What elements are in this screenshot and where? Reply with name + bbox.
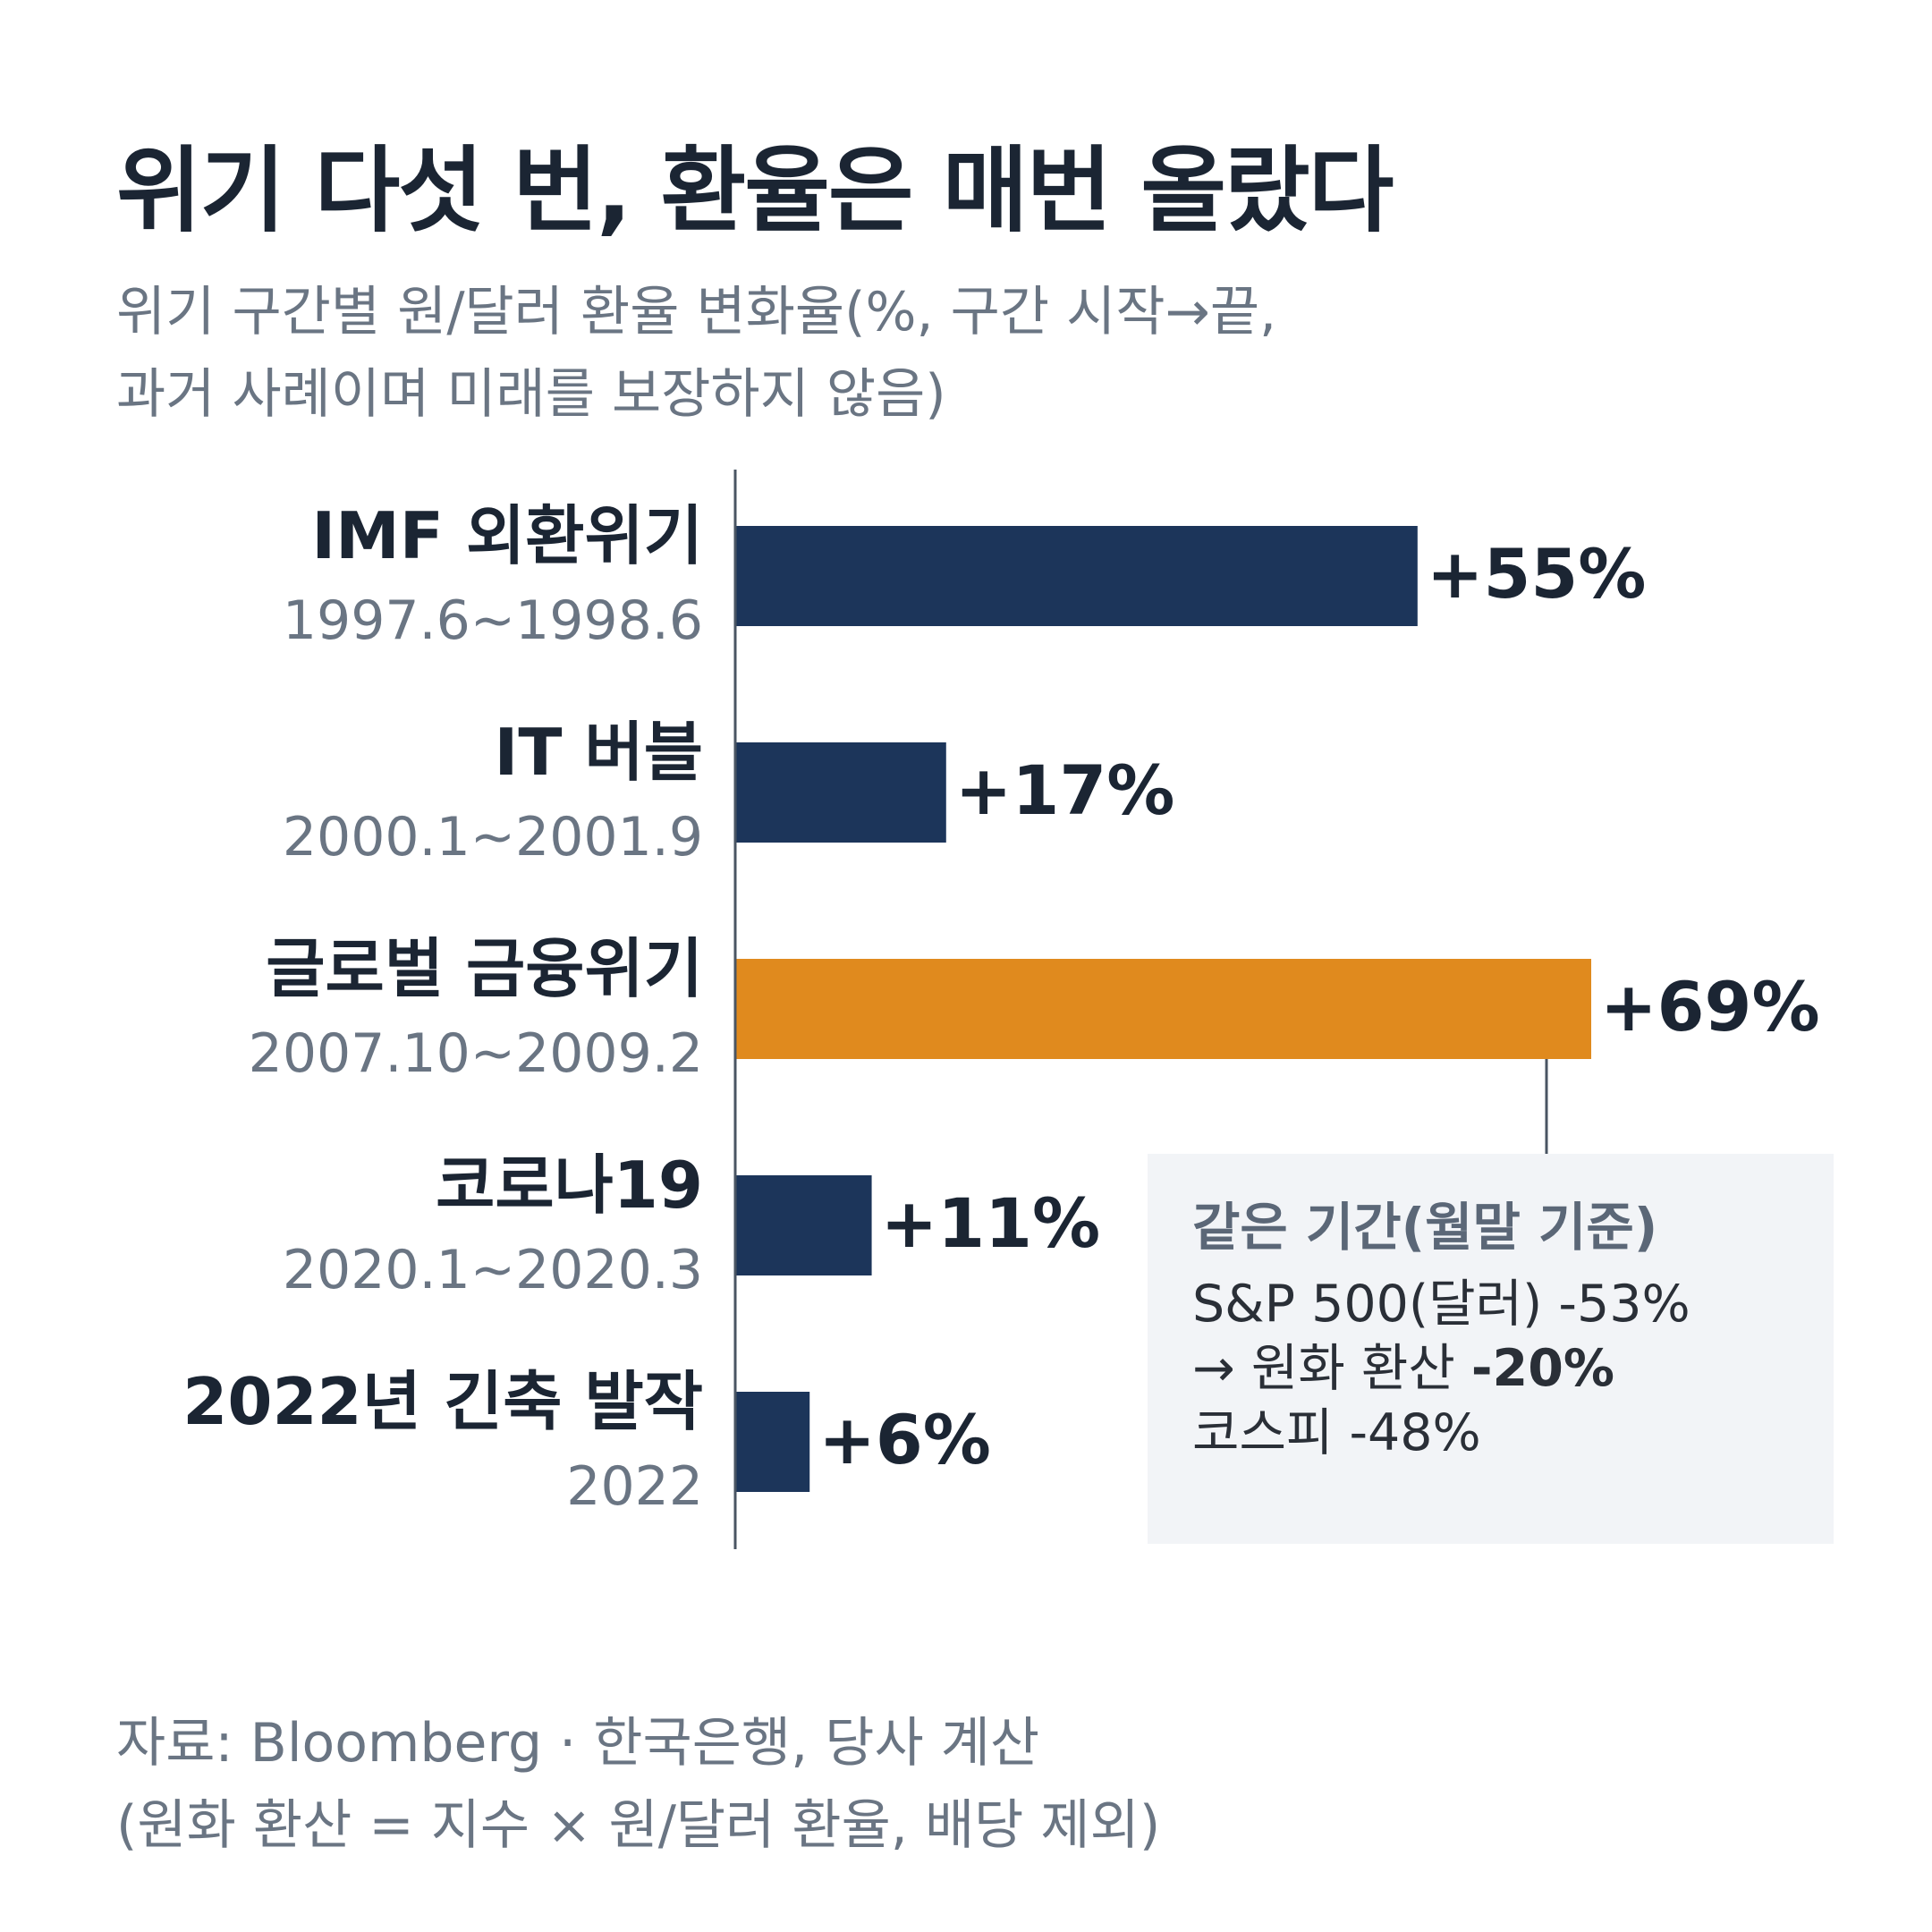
callout-title: 같은 기간(월말 기준) bbox=[1192, 1197, 1658, 1258]
bar-value-label: +69% bbox=[1600, 967, 1820, 1046]
period-label: 2007.10~2009.2 bbox=[249, 1022, 703, 1085]
period-label: 2022 bbox=[566, 1455, 703, 1518]
source-note-line-1: 자료: Bloomberg · 한국은행, 당사 계산 bbox=[116, 1712, 1040, 1775]
callout-krw-prefix: → 원화 환산 bbox=[1192, 1339, 1471, 1398]
category-label: IMF 외환위기 bbox=[311, 498, 703, 573]
bar-value-label: +6% bbox=[818, 1400, 991, 1479]
callout-krw-value: -20% bbox=[1470, 1339, 1614, 1398]
comparison-callout: 같은 기간(월말 기준) S&P 500(달러) -53% → 원화 환산 -2… bbox=[1148, 1154, 1834, 1544]
bar bbox=[735, 1175, 872, 1275]
bar bbox=[735, 742, 946, 843]
chart-subtitle-line-1: 위기 구간별 원/달러 환율 변화율(%, 구간 시작→끝, bbox=[116, 281, 1277, 343]
category-label: 코로나19 bbox=[436, 1148, 703, 1223]
callout-sp500-line: S&P 500(달러) -53% bbox=[1192, 1275, 1690, 1334]
chart-subtitle-line-2: 과거 사례이며 미래를 보장하지 않음) bbox=[116, 363, 946, 426]
bar-value-label: +11% bbox=[881, 1183, 1101, 1263]
callout-kospi-line: 코스피 -48% bbox=[1192, 1403, 1481, 1462]
category-label: 2022년 긴축 발작 bbox=[182, 1364, 703, 1439]
bar bbox=[735, 959, 1591, 1059]
bar-value-label: +55% bbox=[1427, 534, 1647, 614]
source-note-line-2: (원화 환산 = 지수 × 원/달러 환율, 배당 제외) bbox=[116, 1794, 1161, 1857]
category-label: IT 버블 bbox=[495, 715, 703, 790]
period-label: 2020.1~2020.3 bbox=[283, 1239, 703, 1301]
chart-title: 위기 다섯 번, 환율은 매번 올랐다 bbox=[116, 136, 1394, 245]
bar-value-label: +17% bbox=[955, 750, 1175, 830]
period-label: 1997.6~1998.6 bbox=[283, 589, 703, 652]
period-label: 2000.1~2001.9 bbox=[283, 806, 703, 869]
category-label: 글로벌 금융위기 bbox=[266, 931, 703, 1006]
callout-krw-line: → 원화 환산 -20% bbox=[1192, 1336, 1834, 1401]
bar bbox=[735, 1392, 810, 1492]
bar bbox=[735, 526, 1418, 626]
